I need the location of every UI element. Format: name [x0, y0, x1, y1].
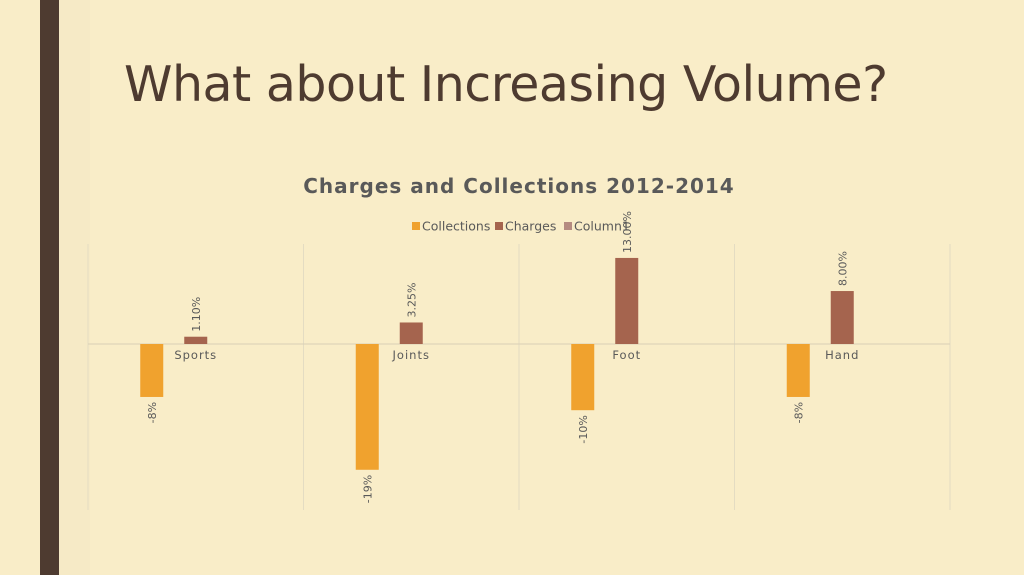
chart-bars [140, 257, 854, 470]
data-label-collections-sports: -8% [146, 402, 159, 423]
category-label-hand: Hand [825, 348, 859, 362]
category-label-sports: Sports [174, 348, 217, 362]
bar-charges-sports [184, 336, 208, 344]
chart-data-labels: -8% 1.10% -19% 3.25% -10% 13.00% -8% 8.00% [146, 211, 850, 503]
data-label-charges-foot: 13.00% [621, 211, 634, 253]
data-label-collections-joints: -19% [361, 475, 374, 503]
decorative-side-strip [59, 0, 90, 575]
category-label-foot: Foot [612, 348, 641, 362]
bar-charges-hand [830, 291, 854, 344]
decorative-side-bar [40, 0, 59, 575]
data-label-charges-hand: 8.00% [836, 251, 849, 286]
bar-charges-joints [399, 322, 423, 344]
legend-swatch-charges [495, 222, 503, 230]
legend-label-column1: Column1 [574, 219, 630, 234]
legend-swatch-collections [412, 222, 420, 230]
bar-collections-hand [786, 344, 810, 397]
legend-swatch-column1 [564, 222, 572, 230]
bar-collections-joints [355, 344, 379, 470]
slide-title: What about Increasing Volume? [124, 56, 888, 113]
data-label-charges-joints: 3.25% [405, 283, 418, 318]
bar-collections-foot [571, 344, 595, 411]
bar-collections-sports [140, 344, 164, 397]
bar-charges-foot [615, 257, 639, 344]
chart-title: Charges and Collections 2012-2014 [303, 174, 734, 198]
legend-label-charges: Charges [505, 219, 556, 234]
data-label-collections-foot: -10% [577, 415, 590, 443]
legend-label-collections: Collections [422, 219, 490, 234]
data-label-collections-hand: -8% [792, 402, 805, 423]
chart-legend: Collections Charges Column1 [412, 219, 630, 234]
chart-category-labels: Sports Joints Foot Hand [174, 348, 859, 362]
category-label-joints: Joints [392, 348, 430, 362]
chart-gridlines [87, 244, 951, 510]
data-label-charges-sports: 1.10% [190, 297, 203, 332]
